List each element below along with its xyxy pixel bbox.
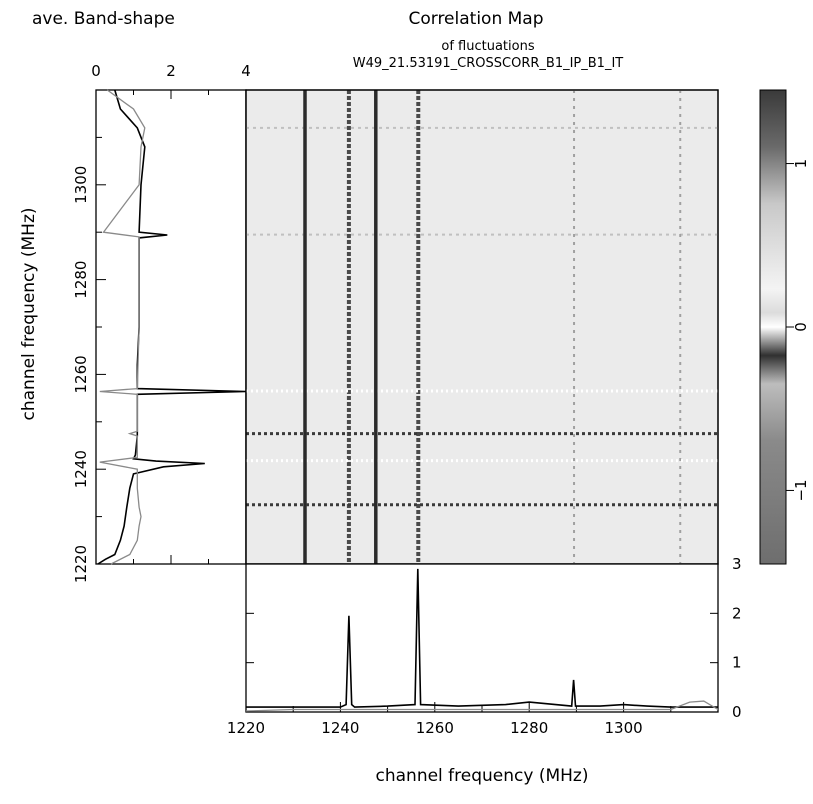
correlation-map-lines xyxy=(246,90,718,564)
bottom-panel-frame xyxy=(245,563,719,713)
bottom-freq-tick-label: 1260 xyxy=(416,719,454,737)
left-panel-frame xyxy=(95,89,247,565)
bottom-series-line-1 xyxy=(246,568,718,708)
left-panel-title: ave. Band-shape xyxy=(32,9,175,29)
colorbar-scale xyxy=(759,89,787,565)
left-freq-tick-label: 1300 xyxy=(72,166,90,204)
subtitle-line-1: of fluctuations xyxy=(441,39,534,54)
bottom-freq-tick-label: 1280 xyxy=(510,719,548,737)
bottom-bandshape-panel: 1220 1240 1260 1280 1300 0 1 2 3 channel frequen… xyxy=(227,555,742,786)
main-title: Correlation Map xyxy=(408,9,543,29)
colorbar-tick-label: −1 xyxy=(792,479,810,501)
correlation-map-panel xyxy=(245,89,719,565)
colorbar-ticks: −1 0 1 xyxy=(786,159,810,502)
left-freq-tick-label: 1260 xyxy=(72,355,90,393)
bottom-freq-tick-label: 1240 xyxy=(321,719,359,737)
subtitle-line-2: W49_21.53191_CROSSCORR_B1_IP_B1_IT xyxy=(353,56,624,71)
bottom-value-tick-label: 2 xyxy=(732,604,742,622)
left-panel-ticks: 0 2 4 1220 1240 1260 1280 1300 xyxy=(72,62,251,583)
left-freq-tick-label: 1240 xyxy=(72,450,90,488)
left-bandshape-panel: 0 2 4 1220 1240 1260 1280 1300 channel frequenc… xyxy=(19,62,251,583)
bottom-x-axis-label: channel frequency (MHz) xyxy=(376,766,589,786)
left-freq-tick-label: 1280 xyxy=(72,261,90,299)
bottom-freq-tick-label: 1220 xyxy=(227,719,265,737)
bottom-series-line-2 xyxy=(245,700,719,712)
left-top-tick-label: 2 xyxy=(166,62,176,80)
left-top-tick-label: 0 xyxy=(91,62,101,80)
bottom-panel-plot xyxy=(245,568,719,712)
bottom-value-tick-label: 0 xyxy=(732,703,742,721)
colorbar: −1 0 1 xyxy=(759,89,810,565)
colorbar-tick-label: 0 xyxy=(792,322,810,332)
bottom-value-tick-label: 3 xyxy=(732,555,742,573)
left-y-axis-label: channel frequency (MHz) xyxy=(19,208,39,421)
bottom-panel-ticks: 1220 1240 1260 1280 1300 0 1 2 3 xyxy=(227,555,742,737)
left-series-line-2 xyxy=(99,89,146,565)
colorbar-tick-label: 1 xyxy=(792,159,810,169)
left-panel-plot xyxy=(97,89,247,565)
left-freq-tick-label: 1220 xyxy=(72,545,90,583)
bottom-freq-tick-label: 1300 xyxy=(605,719,643,737)
left-top-tick-label: 4 xyxy=(241,62,251,80)
bottom-value-tick-label: 1 xyxy=(732,654,742,672)
correlation-map-area xyxy=(245,89,719,565)
